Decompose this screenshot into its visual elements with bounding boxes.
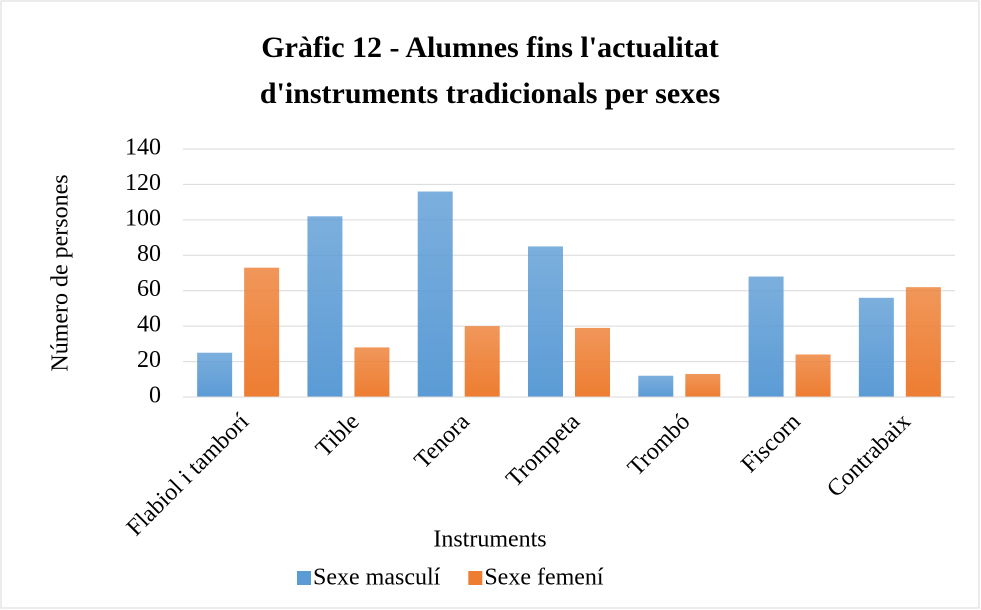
y-tick-label: 80 [137,241,161,267]
y-tick-label: 120 [125,170,161,196]
bar [685,373,721,397]
y-tick-label: 140 [125,135,161,161]
bar [638,375,674,397]
bar [905,287,941,397]
y-tick-label: 60 [137,276,161,302]
legend-swatch [468,571,483,585]
bar [354,347,390,397]
bar [307,216,343,397]
bar [528,246,563,397]
bar [858,297,894,397]
bar [417,191,453,397]
y-tick-label: 0 [149,383,161,409]
bar [575,327,610,397]
bar [197,352,233,397]
bar [748,276,784,397]
chart-title: Gràfic 12 - Alumnes fins l'actualitat [261,31,718,64]
y-tick-label: 40 [137,312,161,338]
legend-label: Sexe femení [484,565,604,591]
legend-label: Sexe masculí [313,565,441,591]
legend-swatch [297,571,311,585]
chart-title: d'instruments tradicionals per sexes [260,77,720,110]
bar [464,326,500,397]
bar [795,354,831,397]
y-axis-title: Número de persones [48,174,74,371]
y-tick-label: 20 [137,347,161,373]
bar [244,267,280,397]
x-axis-title: Instruments [433,527,546,553]
y-tick-label: 100 [125,205,161,231]
